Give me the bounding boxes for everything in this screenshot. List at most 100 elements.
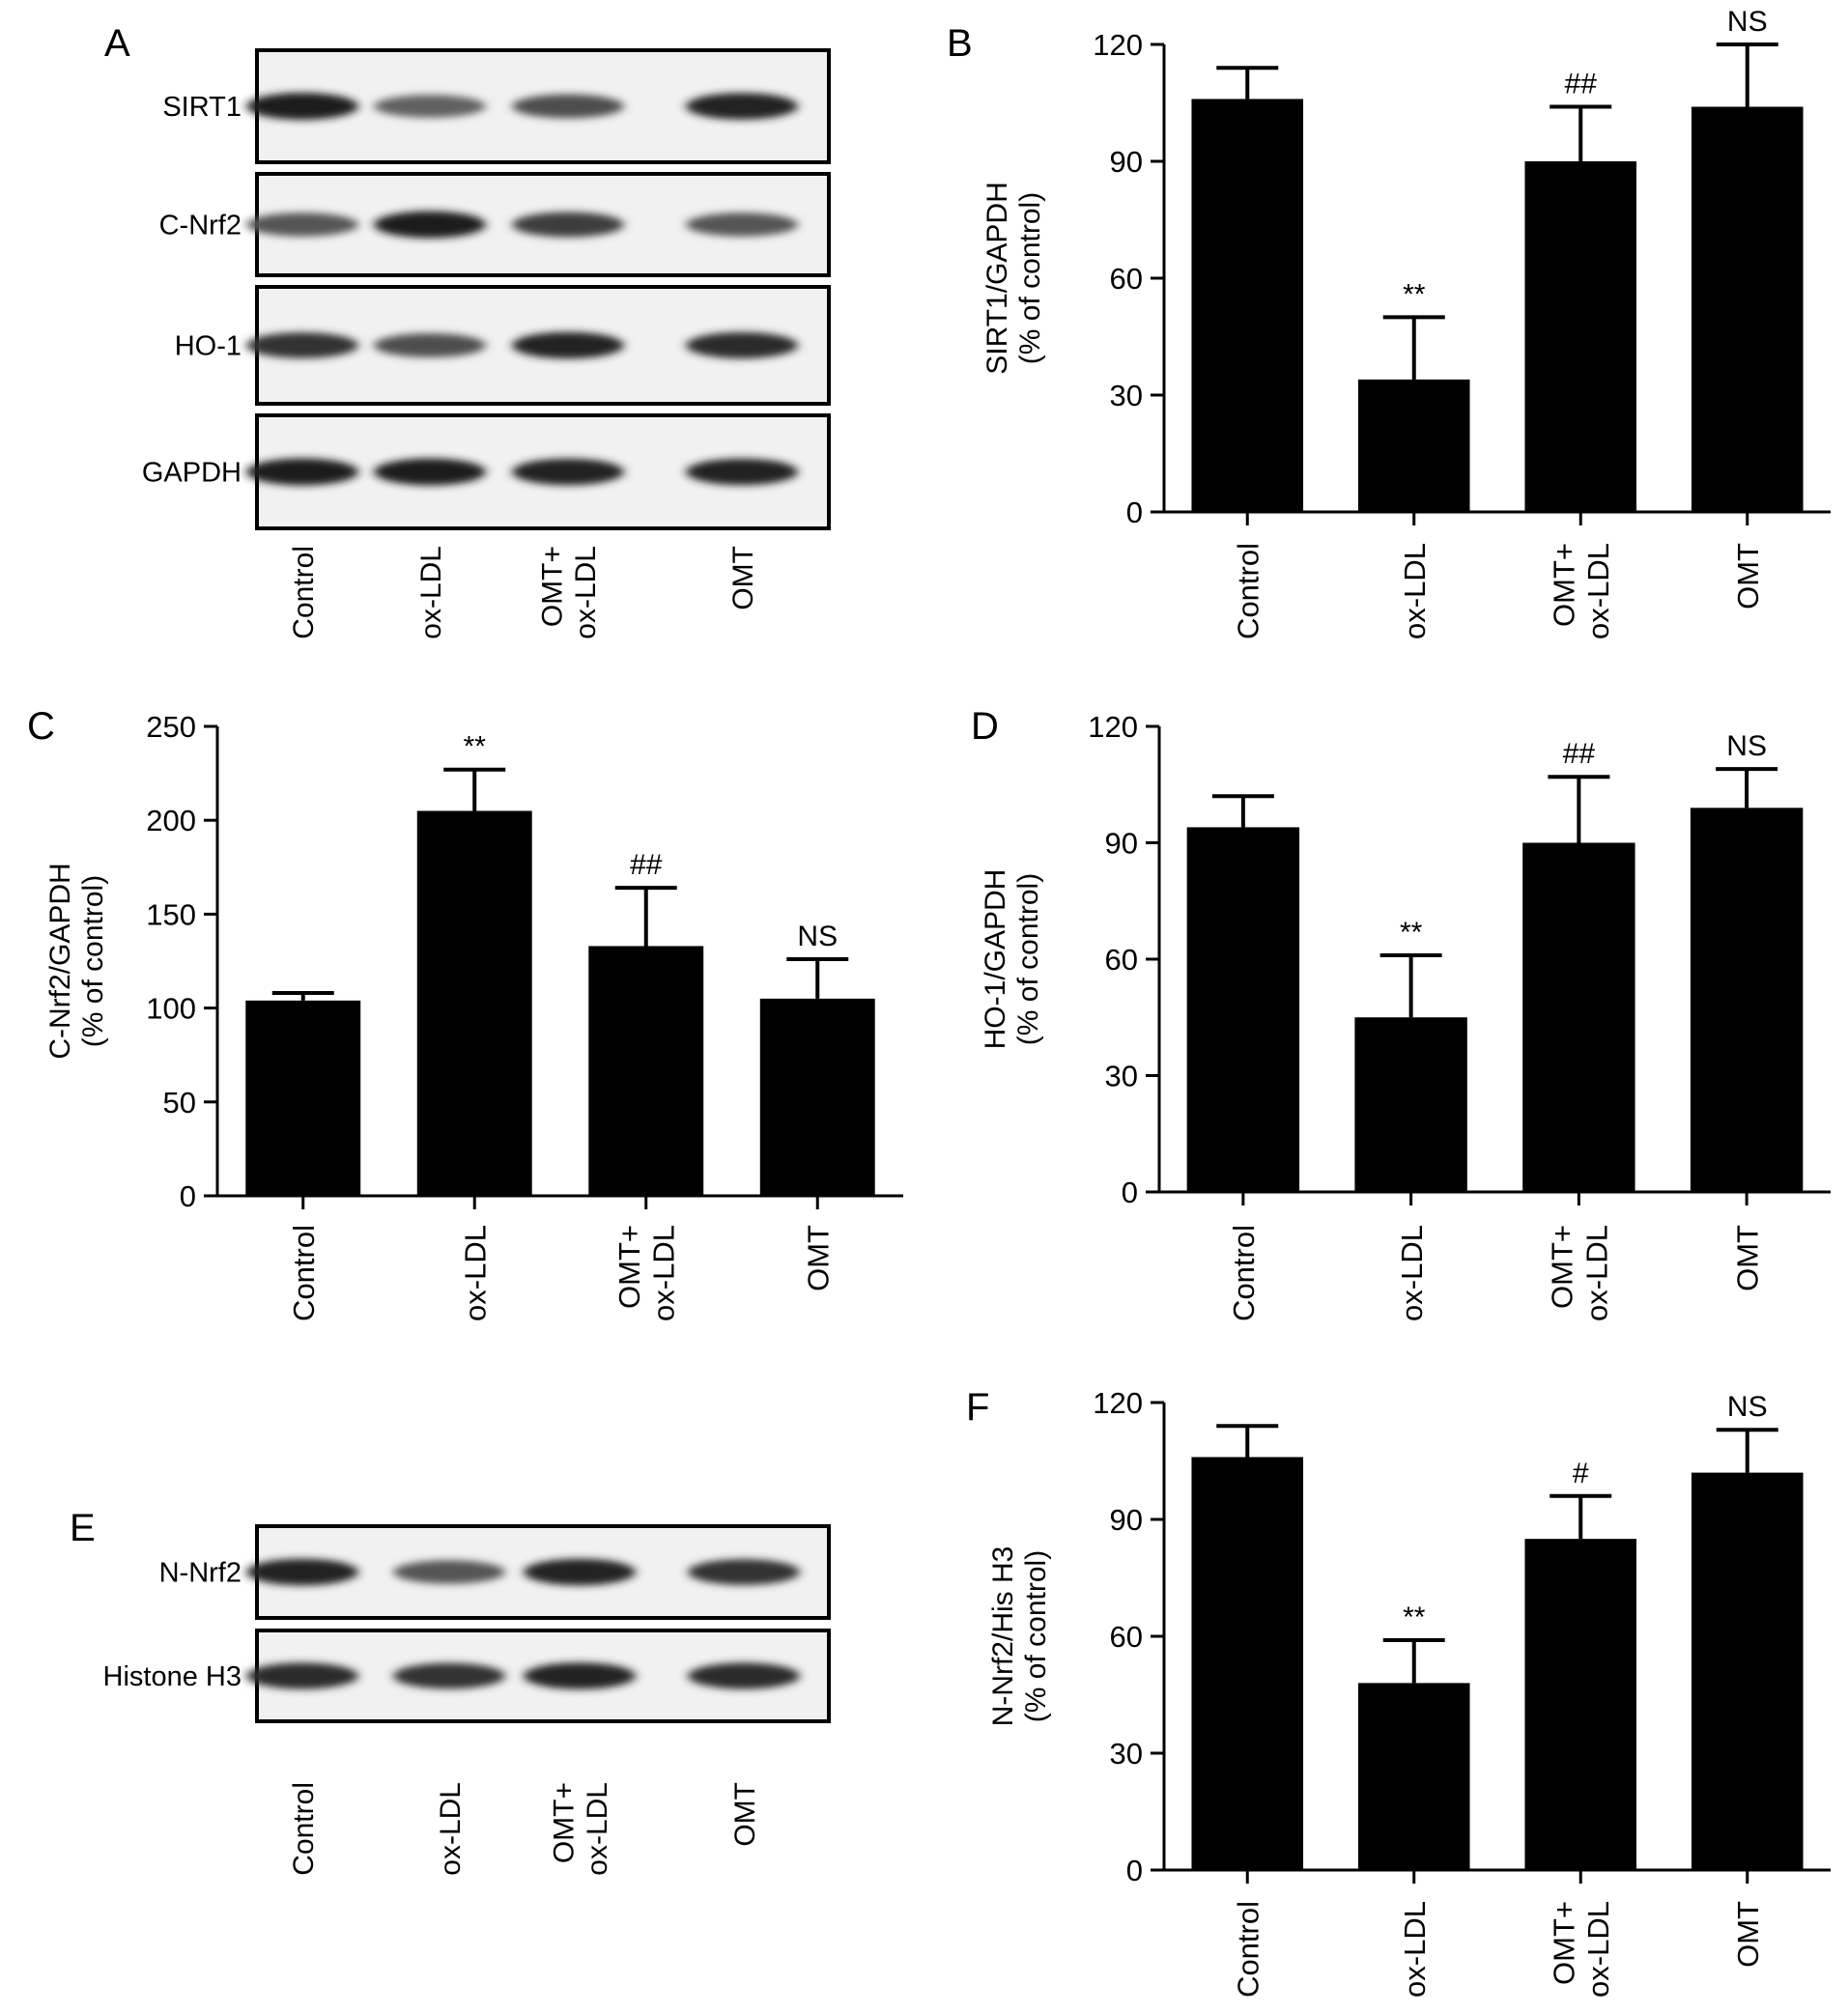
protein-band — [374, 95, 486, 118]
significance-label: NS — [1726, 730, 1767, 762]
x-tick-label-omt-ox-ldl: ox-LDL — [1579, 1225, 1613, 1321]
y-axis-subtitle: (% of control) — [77, 875, 109, 1047]
protein-band — [374, 458, 486, 486]
x-tick-label-omt-ox-ldl: OMT+ — [1548, 1901, 1581, 1985]
x-tick-label-omt-ox-ldl: ox-LDL — [1581, 1901, 1615, 1998]
y-tick-label: 120 — [1088, 710, 1138, 744]
protein-band — [512, 94, 624, 119]
x-tick-label-control: Control — [287, 1225, 321, 1321]
y-tick-label: 60 — [1110, 262, 1143, 296]
x-tick-label-omt-ox-ldl: ox-LDL — [1581, 543, 1615, 639]
y-tick-label: 30 — [1105, 1060, 1138, 1093]
protein-band — [688, 1662, 800, 1689]
lane-label-control: Control — [288, 546, 320, 639]
y-axis-title: SIRT1/GAPDH — [981, 182, 1013, 375]
lane-label-omt-ox-ldl: ox-LDL — [582, 1782, 613, 1876]
blot-row-sirt1: SIRT1 — [162, 48, 831, 164]
x-tick-label-omt-ox-ldl: OMT+ — [1548, 543, 1581, 627]
significance-label: ** — [1403, 1602, 1426, 1633]
lane-label-control: Control — [288, 1782, 320, 1876]
bar-charts: 0 30 60 90 120 SIRT1/GAPDH (% of control) Contr… — [44, 6, 1831, 1998]
panel-letter-d: D — [971, 705, 999, 748]
x-tick-label-ox-ldl: ox-LDL — [458, 1225, 492, 1321]
bar-omt — [1691, 106, 1804, 513]
protein-band — [246, 458, 358, 486]
significance-label: ## — [630, 849, 663, 881]
x-tick-label-ox-ldl: ox-LDL — [1398, 1901, 1432, 1998]
protein-band — [246, 93, 358, 120]
y-tick-label: 90 — [1110, 1503, 1143, 1537]
bar-chart-d: 0 30 60 90 120 HO-1/GAPDH (% of control) Contro… — [980, 710, 1831, 1321]
bar-omt-ox-ldl — [1524, 161, 1637, 512]
y-tick-label: 60 — [1105, 943, 1138, 977]
y-tick-label: 120 — [1093, 1386, 1143, 1420]
protein-band — [246, 332, 358, 358]
blot-row-histone-h3: Histone H3 — [103, 1629, 831, 1723]
bar-control — [1191, 99, 1304, 512]
x-tick-label-control: Control — [1227, 1225, 1261, 1321]
x-tick-label-ox-ldl: ox-LDL — [1395, 1225, 1429, 1321]
protein-band — [246, 213, 358, 237]
y-tick-label: 0 — [1122, 1176, 1138, 1209]
blot-row-label: SIRT1 — [162, 92, 242, 123]
protein-band — [512, 331, 624, 359]
bar-chart-b: 0 30 60 90 120 SIRT1/GAPDH (% of control) Contr… — [981, 6, 1831, 639]
y-tick-label: 50 — [163, 1086, 196, 1120]
bar-chart-f: 0 30 60 90 120 N-Nrf2/His H3 (% of control) Con… — [987, 1386, 1831, 1998]
lane-label-omt-ox-ldl: ox-LDL — [570, 546, 602, 639]
blot-row-c-nrf2: C-Nrf2 — [159, 172, 831, 277]
bar-omt-ox-ldl — [1524, 1539, 1637, 1870]
protein-band — [524, 1558, 636, 1586]
x-tick-label-omt-ox-ldl: ox-LDL — [647, 1225, 681, 1321]
bar-ox-ldl — [1354, 1017, 1467, 1192]
y-tick-label: 250 — [146, 710, 196, 744]
protein-band — [374, 333, 486, 357]
bar-control — [245, 1000, 361, 1196]
panel-letter-b: B — [947, 22, 973, 65]
x-tick-label-ox-ldl: ox-LDL — [1398, 543, 1432, 639]
x-tick-label-control: Control — [1231, 543, 1265, 639]
protein-band — [246, 1558, 358, 1586]
blot-row-label: N-Nrf2 — [159, 1558, 242, 1589]
bar-ox-ldl — [416, 810, 532, 1196]
blot-row-n-nrf2: N-Nrf2 — [159, 1524, 831, 1620]
y-tick-label: 90 — [1110, 145, 1143, 179]
significance-label: ** — [1400, 917, 1423, 949]
lane-label-ox-ldl: ox-LDL — [415, 546, 447, 639]
lane-label-ox-ldl: ox-LDL — [435, 1782, 467, 1876]
y-axis-subtitle: (% of control) — [1012, 873, 1044, 1045]
bar-omt — [1691, 1472, 1804, 1870]
x-tick-label-omt-ox-ldl: OMT+ — [1546, 1225, 1579, 1309]
significance-label: # — [1573, 1458, 1589, 1489]
protein-band — [686, 93, 798, 120]
panel-letter-e: E — [70, 1507, 96, 1549]
bar-control — [1186, 827, 1300, 1192]
bar-chart-c: 0 50 100 150 200 250 C-Nrf2/GAPDH (% of control… — [44, 710, 903, 1321]
protein-band — [512, 212, 624, 238]
y-tick-label: 30 — [1110, 1737, 1143, 1771]
blot-row-gapdh: GAPDH — [142, 413, 831, 530]
lane-label-omt-ox-ldl: OMT+ — [549, 1782, 581, 1863]
y-axis-title: HO-1/GAPDH — [980, 869, 1011, 1050]
y-axis-title: C-Nrf2/GAPDH — [44, 863, 76, 1059]
y-tick-label: 30 — [1110, 379, 1143, 412]
protein-band — [512, 458, 624, 486]
y-axis-subtitle: (% of control) — [1020, 1550, 1052, 1722]
protein-band — [246, 1662, 358, 1689]
significance-label: ** — [1403, 278, 1426, 310]
y-tick-label: 200 — [146, 804, 196, 837]
significance-label: NS — [1727, 6, 1768, 38]
protein-band — [686, 331, 798, 359]
significance-label: ** — [464, 731, 487, 763]
bar-omt-ox-ldl — [588, 946, 704, 1196]
y-tick-label: 60 — [1110, 1620, 1143, 1654]
blot-row-label: Histone H3 — [103, 1661, 242, 1692]
significance-label: ## — [1563, 738, 1596, 770]
x-tick-label-omt: OMT — [801, 1225, 835, 1291]
bar-ox-ldl — [1357, 379, 1470, 512]
protein-band — [393, 1662, 505, 1689]
y-tick-label: 0 — [1126, 496, 1143, 529]
